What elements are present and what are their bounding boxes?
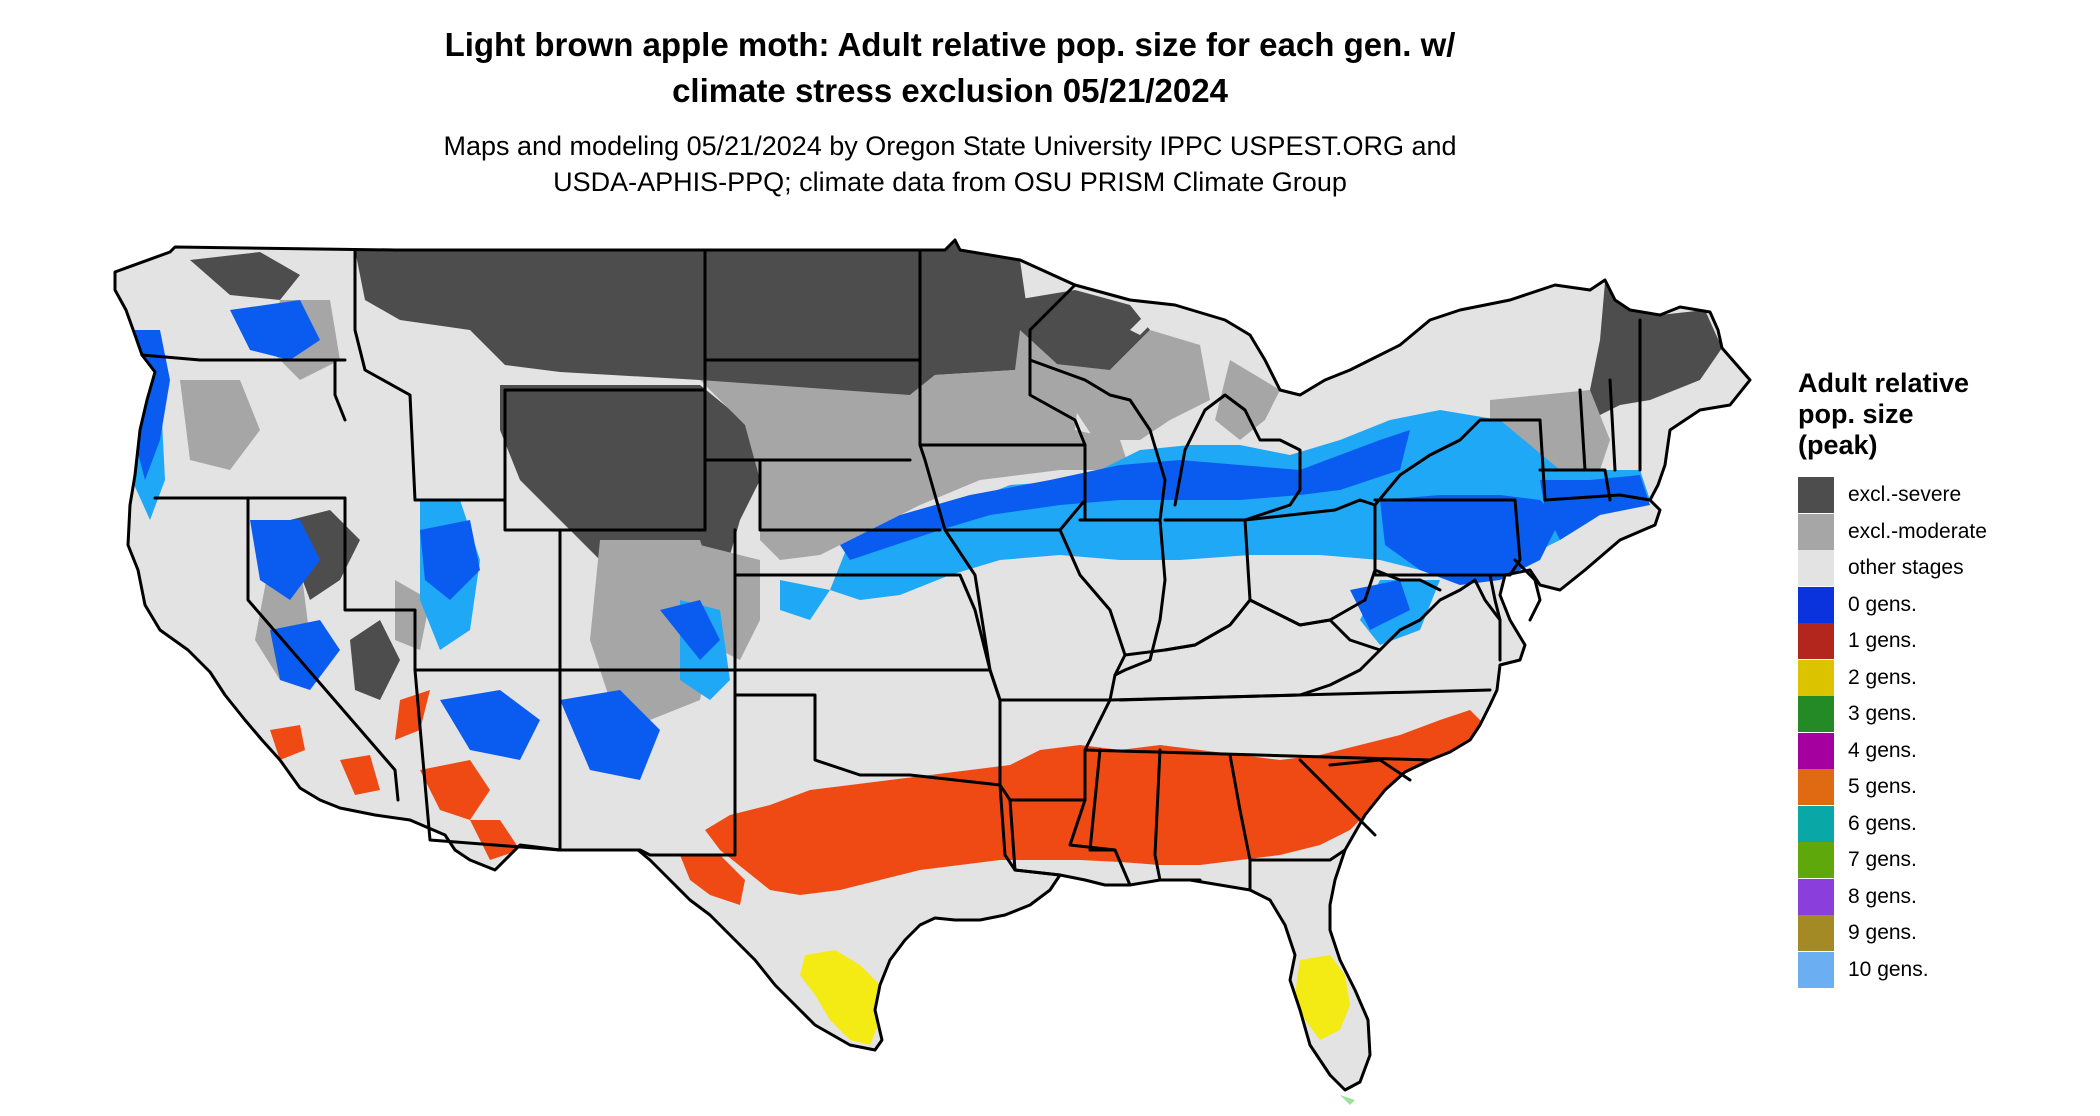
legend-swatch: [1798, 550, 1834, 587]
map-subtitle-line-1: Maps and modeling 05/21/2024 by Oregon S…: [443, 131, 1457, 161]
legend-label: 10 gens.: [1848, 957, 1929, 981]
legend-swatch: [1798, 915, 1834, 952]
legend-item-10-gens: 10 gens.: [1798, 951, 2088, 989]
legend-item-7-gens: 7 gens.: [1798, 842, 2088, 879]
legend-swatch: [1798, 951, 1834, 988]
legend-label: 4 gens.: [1848, 738, 1917, 762]
legend-swatch: [1798, 696, 1834, 733]
legend: Adult relative pop. size (peak) excl.-se…: [1798, 368, 2088, 988]
legend-items: excl.-severe excl.-moderate other stages…: [1798, 477, 2088, 988]
legend-label: 1 gens.: [1848, 629, 1917, 653]
legend-swatch: [1798, 842, 1834, 879]
legend-item-0-gens: 0 gens.: [1798, 586, 2088, 624]
legend-swatch: [1798, 659, 1834, 696]
state-borders: [113, 238, 1752, 1092]
legend-swatch: [1798, 769, 1834, 806]
legend-title-line: (peak): [1798, 430, 1878, 460]
us-map: [113, 238, 1752, 1105]
legend-swatch: [1798, 805, 1834, 842]
legend-title-line: pop. size: [1798, 399, 1914, 429]
legend-label: other stages: [1848, 556, 1964, 580]
legend-label: 0 gens.: [1848, 592, 1917, 616]
map-title: Light brown apple moth: Adult relative p…: [300, 22, 1600, 114]
legend-item-excl-severe: excl.-severe: [1798, 477, 2088, 514]
legend-item-5-gens: 5 gens.: [1798, 769, 2088, 806]
map-subtitle: Maps and modeling 05/21/2024 by Oregon S…: [300, 128, 1600, 200]
legend-label: 3 gens.: [1848, 702, 1917, 726]
legend-label: 2 gens.: [1848, 665, 1917, 689]
legend-label: 8 gens.: [1848, 884, 1917, 908]
legend-label: excl.-moderate: [1848, 519, 1987, 543]
map-title-line-1: Light brown apple moth: Adult relative p…: [444, 26, 1456, 63]
legend-title-line: Adult relative: [1798, 368, 1970, 398]
zone-zero-gens: [132, 300, 1650, 780]
legend-item-1-gens: 1 gens.: [1798, 623, 2088, 660]
legend-swatch: [1798, 586, 1834, 623]
legend-label: 5 gens.: [1848, 775, 1917, 799]
legend-label: excl.-severe: [1848, 483, 1962, 507]
legend-item-6-gens: 6 gens.: [1798, 805, 2088, 843]
legend-item-other-stages: other stages: [1798, 550, 2088, 587]
legend-swatch: [1798, 513, 1834, 550]
legend-label: 6 gens.: [1848, 811, 1917, 835]
legend-swatch: [1798, 878, 1834, 915]
legend-item-2-gens: 2 gens.: [1798, 659, 2088, 697]
legend-swatch: [1798, 477, 1834, 514]
legend-item-4-gens: 4 gens.: [1798, 732, 2088, 770]
zone-two-gens: [800, 950, 1350, 1045]
legend-label: 9 gens.: [1848, 921, 1917, 945]
legend-item-3-gens: 3 gens.: [1798, 696, 2088, 733]
legend-title: Adult relative pop. size (peak): [1798, 368, 2088, 461]
legend-item-excl-moderate: excl.-moderate: [1798, 513, 2088, 551]
coastal-islands: [1130, 315, 1355, 1105]
map-subtitle-line-2: USDA-APHIS-PPQ; climate data from OSU PR…: [553, 167, 1347, 197]
map-title-line-2: climate stress exclusion 05/21/2024: [672, 72, 1228, 109]
legend-swatch: [1798, 623, 1834, 660]
legend-item-9-gens: 9 gens.: [1798, 915, 2088, 952]
legend-item-8-gens: 8 gens.: [1798, 878, 2088, 916]
legend-label: 7 gens.: [1848, 848, 1917, 872]
legend-swatch: [1798, 732, 1834, 769]
